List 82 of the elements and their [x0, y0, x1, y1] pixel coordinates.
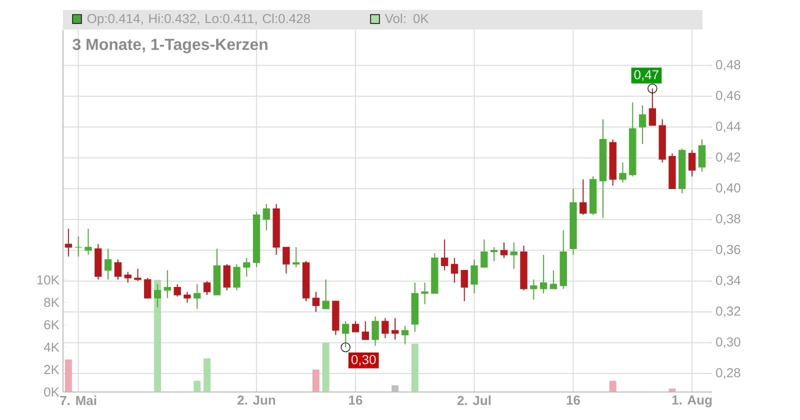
candlestick — [480, 238, 488, 268]
candlestick — [194, 284, 201, 310]
candlestick — [64, 228, 72, 257]
candlestick — [372, 316, 379, 346]
annotation: 0,30 — [351, 355, 376, 366]
candlestick — [688, 150, 696, 177]
text: Op:0.414, Hi:0.432, Lo:0.411, Cl:0.428 — [87, 14, 310, 26]
y-tick-label: 0,36 — [716, 244, 740, 256]
candlestick — [223, 264, 230, 291]
candlestick — [174, 284, 181, 297]
candlestick — [450, 257, 458, 284]
x-tick-label: 2. Jun — [238, 396, 276, 405]
candlestick — [440, 238, 448, 271]
candlestick — [460, 270, 468, 302]
candlestick — [243, 257, 250, 277]
candlestick — [124, 271, 132, 284]
candlestick — [540, 254, 548, 294]
candlestick — [322, 279, 330, 310]
candlestick — [401, 325, 409, 345]
candlestick — [392, 318, 399, 340]
y-tick-label: 0,44 — [716, 122, 740, 132]
y-tick-label: 0,30 — [716, 337, 740, 348]
candlestick — [84, 228, 92, 256]
bar — [609, 380, 616, 392]
y-tick-label: 0,32 — [716, 306, 740, 318]
bar — [312, 370, 320, 392]
y-tick-label: 0,38 — [716, 214, 740, 225]
candlestick — [154, 284, 162, 308]
annotation: 0,47 — [634, 70, 658, 81]
candlestick — [292, 246, 300, 268]
candlestick — [164, 270, 171, 299]
bar — [668, 388, 676, 392]
x-tick-label: 16 — [349, 396, 362, 405]
bar — [64, 359, 72, 392]
y-tick-label: 0,40 — [716, 183, 740, 194]
y-tick-label: 0,42 — [716, 152, 740, 164]
candlestick — [352, 320, 360, 332]
y2-tick-label: 4K — [44, 342, 60, 352]
candlestick — [362, 320, 369, 340]
candlestick — [184, 291, 191, 304]
y-tick-label: 0,48 — [716, 60, 740, 71]
x-tick-label: 7. Mai — [60, 396, 96, 406]
candlestick — [282, 246, 290, 274]
candlestick — [580, 178, 587, 216]
candlestick — [530, 279, 538, 300]
y-tick-label: 0,46 — [716, 90, 740, 102]
candlestick — [500, 242, 508, 258]
candlestick — [510, 242, 518, 270]
y2-tick-label: 10K — [37, 275, 60, 285]
y2-tick-label: 2K — [44, 365, 60, 374]
bar — [411, 344, 418, 392]
bar — [194, 380, 201, 392]
x-tick-label: 2. Jul — [457, 396, 491, 406]
y-tick-label: 0,28 — [716, 368, 740, 379]
bar — [204, 358, 210, 392]
candlestick — [74, 236, 82, 257]
candlestick — [382, 318, 389, 339]
candlestick — [203, 280, 211, 296]
y2-tick-label: 0K — [44, 387, 60, 397]
candlestick — [144, 278, 152, 299]
candlestick — [262, 204, 270, 231]
candlestick — [698, 138, 706, 172]
candlestick — [550, 270, 558, 290]
y2-tick-label: 8K — [44, 298, 60, 307]
candlestick — [104, 248, 112, 280]
candlestick — [233, 264, 240, 291]
candlestick — [134, 268, 142, 282]
y2-tick-label: 6K — [44, 320, 60, 330]
text: 3 Monate, 1-Tages-Kerzen — [72, 38, 268, 54]
candlestick — [421, 282, 428, 305]
candlestick — [638, 104, 646, 144]
text: Vol: 0K — [384, 14, 429, 24]
bar — [154, 280, 161, 392]
candlestick — [470, 259, 478, 294]
x-tick-label: 16 — [566, 396, 580, 405]
candlestick — [312, 291, 320, 312]
y-tick-label: 0,34 — [716, 276, 740, 286]
candlestick — [619, 162, 626, 183]
candlestick — [114, 259, 122, 280]
x-tick-label: 1. Aug — [672, 396, 712, 408]
candlestick — [490, 246, 498, 262]
bar — [322, 342, 330, 392]
